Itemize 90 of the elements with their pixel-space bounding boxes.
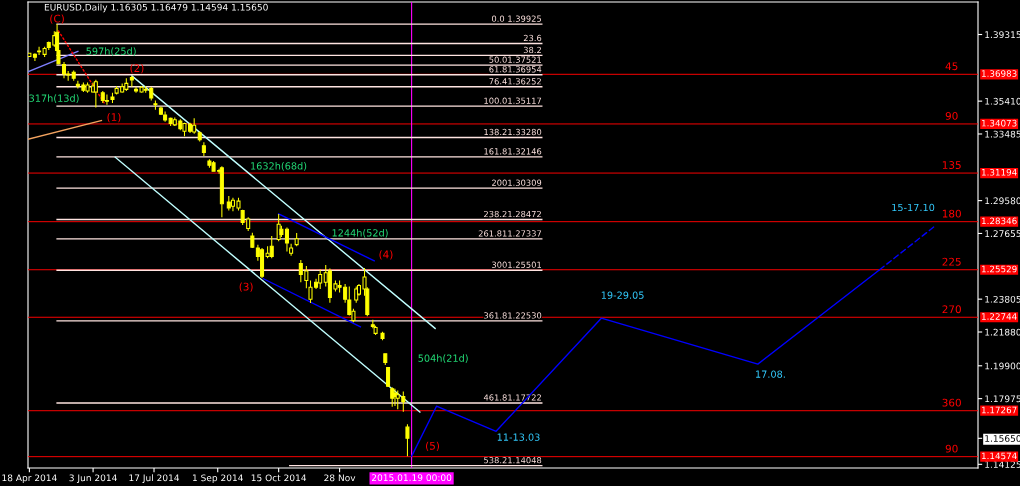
annotation: 597h(25d) <box>86 47 136 56</box>
candlestick <box>380 331 385 341</box>
x-tick-label: 18 Apr 2014 <box>2 474 57 483</box>
candlestick <box>383 352 388 366</box>
candlestick <box>226 195 231 212</box>
annotation: 180 <box>942 209 961 218</box>
candlestick <box>294 232 299 247</box>
ref-line-label: 1.31194 <box>982 169 1017 176</box>
candlestick <box>100 90 105 104</box>
candlestick <box>219 165 224 218</box>
candlestick <box>124 77 129 92</box>
ref-line-label: 1.36983 <box>982 70 1017 77</box>
y-tick-label: 1.21880 <box>985 328 1020 336</box>
candlestick <box>153 99 158 111</box>
candlestick <box>405 423 410 457</box>
candlestick <box>354 285 359 304</box>
candlestick <box>318 268 323 290</box>
annotation: (C) <box>50 14 64 24</box>
y-tick-label: 1.39315 <box>985 31 1020 39</box>
series-label: 50.01.37521 <box>489 56 542 63</box>
series-label: 538.21.14048 <box>484 457 542 464</box>
candlestick <box>192 117 197 135</box>
candlestick <box>129 75 134 88</box>
x-tick-label: 28 Nov <box>324 474 356 482</box>
ref-line-label: 1.17267 <box>982 406 1017 414</box>
annotation: (3) <box>239 282 253 292</box>
series-label: 161.81.32146 <box>484 148 542 155</box>
y-tick-label: 1.35410 <box>985 97 1020 105</box>
annotation: 1632h(68d) <box>251 162 307 171</box>
ref-line-label: 1.22744 <box>982 313 1017 320</box>
series-label: 261.811.27337 <box>478 230 542 237</box>
series-label: 3001.25501 <box>492 261 542 268</box>
y-tick-label: 1.15650 <box>985 435 1020 442</box>
annotation: (4) <box>379 250 393 260</box>
annotation: (5) <box>426 441 439 451</box>
candlestick <box>197 130 202 142</box>
annotation: 17.08. <box>756 370 785 378</box>
series-label: 23.6 <box>523 34 542 42</box>
chart-title: EURUSD,Daily 1.16305 1.16479 1.14594 1.15650 <box>44 3 268 13</box>
series-label: 38.2 <box>523 46 541 54</box>
series-label: 61.81.36954 <box>489 66 542 73</box>
annotation: 11-13.03 <box>497 433 540 441</box>
annotation: 15-17.10 <box>892 203 935 212</box>
candlestick <box>85 82 90 94</box>
x-tick-label: 3 Jun 2014 <box>69 474 117 483</box>
annotation: 225 <box>942 257 961 266</box>
annotation: 360 <box>942 398 961 407</box>
candlestick <box>61 61 67 79</box>
candlestick <box>201 141 206 157</box>
candlestick <box>269 235 274 259</box>
annotation: 270 <box>942 305 961 314</box>
y-tick-label: 1.33485 <box>985 130 1020 138</box>
annotation: 90 <box>945 444 958 453</box>
series-label: 100.01.35117 <box>484 97 542 104</box>
annotation: 504h(21d) <box>418 354 468 363</box>
candlestick <box>207 158 212 169</box>
y-tick-label: 1.27655 <box>985 230 1020 238</box>
x-tick-label: 17 Jul 2014 <box>129 474 180 483</box>
candlestick <box>250 232 255 249</box>
candlestick <box>93 79 98 109</box>
series-label: 0.0 1.39925 <box>491 15 542 22</box>
annotation: 45 <box>945 62 958 71</box>
series-label: 361.81.22530 <box>484 312 542 319</box>
series-label: 2001.30309 <box>492 179 542 186</box>
y-tick-label: 1.14125 <box>985 461 1020 468</box>
annotation: (2) <box>130 63 144 74</box>
candlestick <box>71 70 76 82</box>
ref-line-label: 2015.01.19 00:00 <box>371 474 452 482</box>
y-tick-label: 1.19900 <box>985 362 1020 370</box>
y-tick-label: 1.23805 <box>985 295 1020 303</box>
ref-line-label: 1.28346 <box>982 217 1017 225</box>
ref-line-label: 1.34073 <box>982 119 1017 127</box>
candlestick <box>211 160 216 172</box>
series-label: 76.41.36252 <box>489 78 541 85</box>
annotation: 135 <box>942 161 961 169</box>
x-tick-label: 1 Sep 2014 <box>192 474 243 483</box>
annotation: 1244h(52d) <box>332 228 388 238</box>
annotation: 317h(13d) <box>29 94 79 103</box>
annotation: 90 <box>945 111 958 120</box>
y-tick-label: 1.29580 <box>985 197 1020 205</box>
ref-line-label: 1.25529 <box>982 265 1017 273</box>
annotation: 19-29.05 <box>601 291 644 299</box>
x-tick-label: 15 Oct 2014 <box>251 474 307 482</box>
ref-line-label: 1.14574 <box>982 452 1017 460</box>
candlestick <box>104 93 109 106</box>
annotation: (1) <box>107 112 121 123</box>
y-tick-label: 1.17975 <box>985 395 1020 403</box>
series-label: 138.21.33280 <box>484 128 542 136</box>
series-label: 238.21.28472 <box>484 210 541 218</box>
candlestick <box>386 366 391 388</box>
